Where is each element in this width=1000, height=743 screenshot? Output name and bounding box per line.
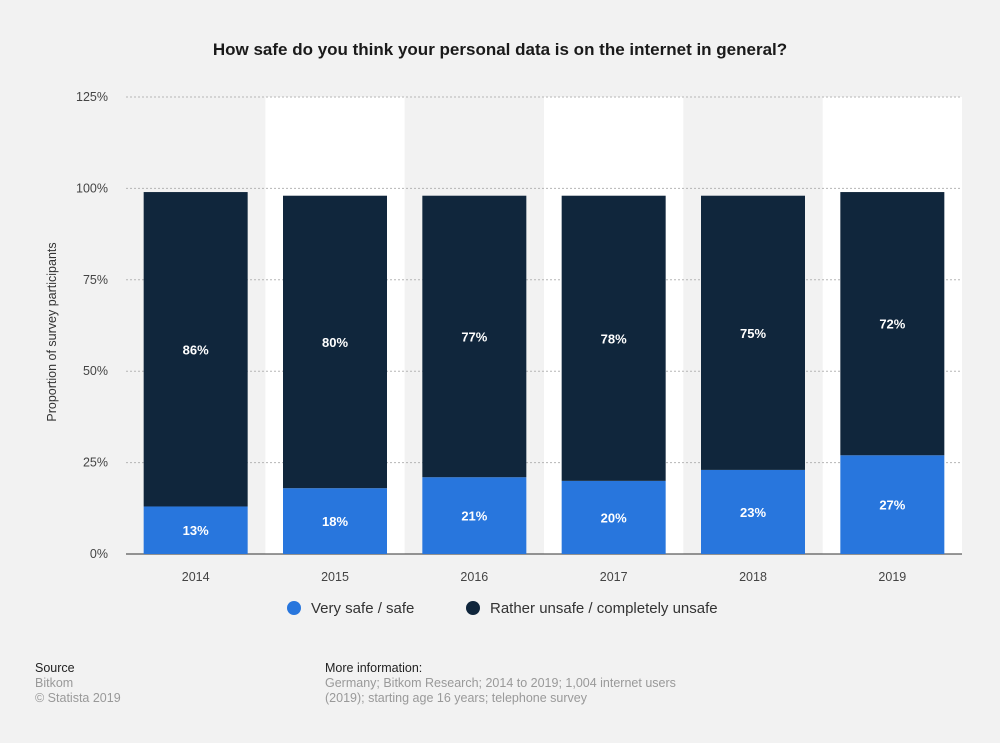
data-label: 80%: [322, 335, 348, 350]
data-label: 20%: [601, 510, 627, 525]
bar-very-safe: [422, 477, 527, 554]
legend-marker-very-safe: [287, 601, 301, 615]
bar-unsafe: [143, 192, 248, 507]
data-label: 27%: [879, 498, 905, 513]
bar-unsafe: [701, 195, 805, 470]
chart-title: How safe do you think your personal data…: [212, 40, 788, 59]
bar-unsafe: [283, 195, 387, 489]
bar-very-safe: [143, 506, 248, 554]
y-tick-label: 50%: [83, 364, 108, 378]
legend-label-very-safe: Very safe / safe: [311, 599, 415, 617]
data-label: 86%: [183, 342, 209, 357]
bar-very-safe: [840, 455, 945, 554]
x-tick-label: 2015: [321, 570, 349, 584]
source-name: Bitkom: [35, 676, 74, 690]
x-tick-label: 2017: [600, 570, 628, 584]
y-tick-label: 100%: [76, 181, 108, 195]
y-tick-label: 25%: [83, 456, 108, 470]
source-heading: Source: [35, 661, 75, 675]
legend-label-unsafe: Rather unsafe / completely unsafe: [490, 599, 718, 617]
data-label: 21%: [461, 509, 487, 524]
legend-marker-unsafe: [466, 601, 480, 615]
more-info-line-2: (2019); starting age 16 years; telephone…: [325, 691, 587, 705]
data-label: 75%: [740, 326, 766, 341]
more-info-block: More information: Germany; Bitkom Resear…: [325, 661, 676, 706]
more-info-heading: More information:: [325, 661, 423, 675]
data-label: 18%: [322, 514, 348, 529]
bar-very-safe: [561, 480, 666, 554]
legend-item-very-safe[interactable]: Very safe / safe: [287, 597, 414, 619]
data-label: 13%: [183, 523, 209, 538]
y-tick-label: 75%: [83, 273, 108, 287]
data-label: 77%: [461, 329, 487, 344]
source-block: Source Bitkom © Statista 2019: [35, 661, 121, 706]
bar-unsafe: [840, 192, 945, 456]
bar-very-safe: [283, 488, 387, 554]
copyright: © Statista 2019: [35, 691, 121, 705]
y-tick-label: 0%: [90, 547, 108, 561]
x-tick-label: 2014: [182, 570, 210, 584]
bar-unsafe: [561, 195, 666, 481]
data-label: 72%: [879, 317, 905, 332]
x-tick-label: 2016: [460, 570, 488, 584]
x-tick-label: 2019: [878, 570, 906, 584]
y-axis-title: Proportion of survey participants: [45, 242, 59, 421]
x-tick-label: 2018: [739, 570, 767, 584]
bar-unsafe: [422, 195, 527, 478]
bar-very-safe: [701, 469, 805, 554]
legend-item-unsafe[interactable]: Rather unsafe / completely unsafe: [466, 597, 718, 619]
y-tick-label: 125%: [76, 90, 108, 104]
more-info-line-1: Germany; Bitkom Research; 2014 to 2019; …: [325, 676, 676, 690]
data-label: 78%: [601, 331, 627, 346]
data-label: 23%: [740, 505, 766, 520]
